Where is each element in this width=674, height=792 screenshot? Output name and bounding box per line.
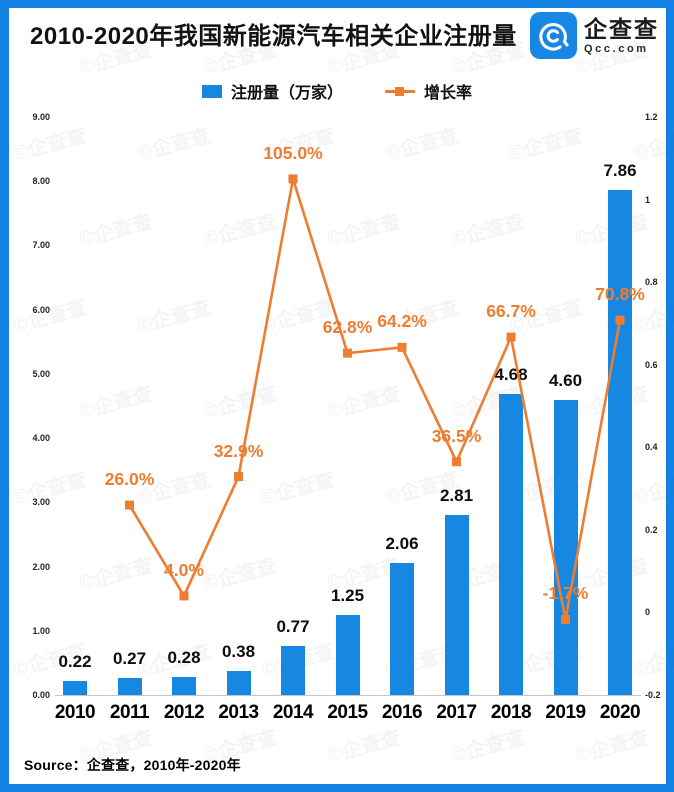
bar-2012	[172, 677, 196, 695]
bar-value-label-2019: 4.60	[548, 370, 583, 390]
growth-point-2020	[615, 315, 625, 325]
bar-series-swatch	[201, 84, 222, 98]
growth-point-2017	[452, 457, 461, 467]
left-axis-tick: 5.00	[32, 368, 50, 379]
growth-point-2013	[234, 472, 243, 482]
bar-2020	[608, 190, 632, 695]
year-label-2018: 2018	[490, 702, 532, 723]
bar-2015	[335, 614, 360, 695]
growth-point-2012	[179, 591, 189, 601]
x-axis-baseline	[55, 695, 641, 696]
qcc-logo: 企查查 Qcc.com	[530, 12, 659, 59]
growth-rate-polyline	[128, 178, 622, 620]
legend-label-registrations: 注册量（万家）	[230, 85, 343, 102]
year-label-2010: 2010	[54, 702, 96, 723]
legend-item-growth-rate: 增长率	[385, 79, 472, 103]
year-label-2015: 2015	[327, 702, 368, 723]
left-axis-tick: 3.00	[32, 497, 50, 508]
year-label-2016: 2016	[381, 702, 423, 723]
legend: 注册量（万家） 增长率	[0, 79, 674, 103]
qcc-logo-icon	[530, 12, 577, 59]
growth-label-2020: 70.8%	[595, 284, 645, 305]
right-axis-tick: -0.2	[645, 690, 661, 700]
bar-value-label-2010: 0.22	[58, 651, 92, 671]
bar-value-label-2016: 2.06	[385, 533, 419, 553]
bar-value-label-2014: 0.77	[276, 616, 310, 636]
bar-2013	[226, 670, 251, 695]
bar-2011	[117, 677, 142, 695]
legend-item-registrations: 注册量（万家）	[201, 79, 343, 103]
bar-2017	[444, 514, 469, 695]
left-axis-tick: 0.00	[32, 690, 50, 700]
qcc-logo-name: 企查查	[584, 15, 659, 42]
growth-label-2015: 62.8%	[322, 317, 373, 338]
bar-2014	[281, 645, 305, 695]
left-axis-tick: 7.00	[32, 240, 50, 251]
growth-label-2011: 26.0%	[104, 469, 155, 490]
right-axis-tick: 0.2	[645, 524, 658, 535]
line-marker-swatch	[395, 86, 404, 96]
right-axis-tick: 0	[645, 607, 651, 618]
growth-label-2018: 66.7%	[486, 301, 536, 322]
bar-value-label-2011: 0.27	[112, 648, 147, 668]
growth-point-2014	[288, 174, 298, 184]
growth-label-2019: -1.7%	[542, 583, 589, 604]
right-axis-tick: 1.2	[645, 112, 658, 122]
year-label-2013: 2013	[218, 702, 259, 723]
bar-value-label-2015: 1.25	[330, 585, 365, 605]
left-axis-tick: 4.00	[32, 433, 50, 444]
growth-point-2018	[506, 332, 516, 342]
bar-value-label-2012: 0.28	[167, 648, 201, 668]
source-note: Source：企查查，2010年-2020年	[24, 757, 241, 773]
qcc-logo-domain: Qcc.com	[584, 42, 649, 55]
growth-label-2017: 36.5%	[431, 425, 482, 446]
year-label-2011: 2011	[109, 702, 150, 723]
right-axis-tick: 0.6	[645, 359, 658, 370]
right-axis-tick: 0.4	[645, 442, 658, 453]
spiral-magnifier-icon	[538, 22, 569, 51]
left-axis-tick: 9.00	[32, 112, 50, 122]
growth-point-2011	[125, 500, 134, 510]
growth-point-2016	[397, 342, 407, 352]
growth-label-2014: 105.0%	[263, 142, 323, 163]
left-axis-tick: 2.00	[32, 561, 50, 572]
growth-point-2015	[343, 348, 352, 358]
growth-label-2012: 4.0%	[164, 559, 204, 580]
bar-2016	[390, 562, 414, 695]
left-axis-tick: 6.00	[32, 304, 50, 315]
year-label-2014: 2014	[272, 702, 314, 723]
bar-2018	[499, 394, 523, 695]
qcc-logo-text: 企查查 Qcc.com	[584, 16, 659, 56]
bar-value-label-2013: 0.38	[221, 641, 256, 661]
left-axis-tick: 8.00	[32, 176, 50, 187]
growth-label-2016: 64.2%	[377, 311, 427, 332]
year-label-2017: 2017	[436, 702, 477, 723]
chart-title: 2010-2020年我国新能源汽车相关企业注册量	[30, 23, 517, 50]
bar-value-label-2020: 7.86	[603, 161, 637, 181]
bar-2019	[553, 399, 578, 695]
right-axis-tick: 0.8	[645, 277, 658, 288]
right-axis-tick: 1	[645, 194, 651, 205]
bar-2010	[63, 680, 87, 695]
year-label-2019: 2019	[545, 702, 586, 723]
line-series-swatch	[385, 86, 415, 96]
year-label-2012: 2012	[163, 702, 205, 723]
left-axis-tick: 1.00	[32, 625, 50, 636]
year-label-2020: 2020	[599, 702, 641, 723]
legend-label-growth-rate: 增长率	[424, 85, 473, 102]
bar-value-label-2017: 2.81	[439, 485, 474, 505]
growth-label-2013: 32.9%	[213, 440, 264, 461]
growth-point-2019	[561, 614, 570, 624]
